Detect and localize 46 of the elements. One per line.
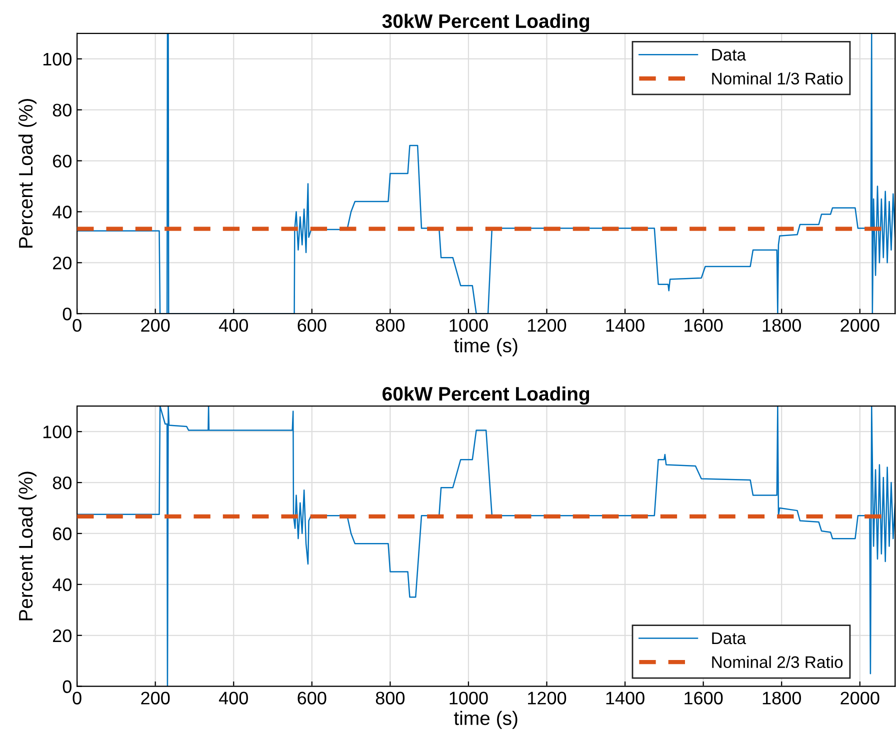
x-tick-label: 1800 [762,692,801,704]
x-tick-label: 1000 [450,692,488,704]
legend-label: Nominal 1/3 Ratio [712,72,843,84]
x-axis-title: time (s) [454,710,518,729]
x-tick-label: 1200 [528,318,566,332]
x-tick-label: 1400 [606,318,644,332]
x-tick-label: 400 [218,692,248,704]
line-series [77,406,896,686]
y-tick-label: 0 [62,308,72,320]
chart-title: 30kW Percent Loading [382,14,590,32]
y-tick-label: 60 [53,527,72,540]
x-axis-title: time (s) [454,338,518,356]
x-tick-label: 800 [376,692,405,704]
legend-label: Data [712,632,746,644]
chart-title: 60kW Percent Loading [382,386,590,405]
y-tick-label: 60 [53,154,72,168]
line-series [77,33,896,314]
x-tick-label: 1200 [528,692,566,704]
x-tick-label: 800 [376,318,405,332]
x-tick-label: 2000 [840,318,880,332]
x-tick-label: 400 [218,318,248,332]
x-tick-label: 600 [298,692,326,704]
y-tick-label: 20 [53,256,72,270]
x-tick-label: 1400 [606,692,644,704]
legend-label: Nominal 2/3 Ratio [712,656,843,668]
y-tick-label: 100 [43,426,72,438]
y-tick-label: 100 [43,52,72,66]
x-tick-label: 2000 [840,692,880,704]
x-tick-label: 200 [141,318,170,332]
x-tick-label: 1800 [762,318,801,332]
x-tick-label: 600 [298,318,326,332]
x-tick-label: 1600 [684,318,723,332]
y-tick-label: 40 [52,206,72,218]
y-tick-label: 0 [62,680,72,694]
y-axis-title: Percent Load (%) [18,99,37,248]
x-tick-label: 200 [141,692,170,704]
x-tick-label: 0 [72,318,82,332]
x-tick-label: 0 [72,692,82,704]
y-tick-label: 20 [53,629,72,642]
y-tick-label: 40 [52,578,72,592]
x-tick-label: 1600 [684,692,723,704]
y-tick-label: 80 [52,104,72,117]
y-axis-title: Percent Load (%) [18,472,37,620]
x-tick-label: 1000 [450,318,488,332]
y-tick-label: 80 [52,476,72,490]
legend-label: Data [712,49,746,61]
